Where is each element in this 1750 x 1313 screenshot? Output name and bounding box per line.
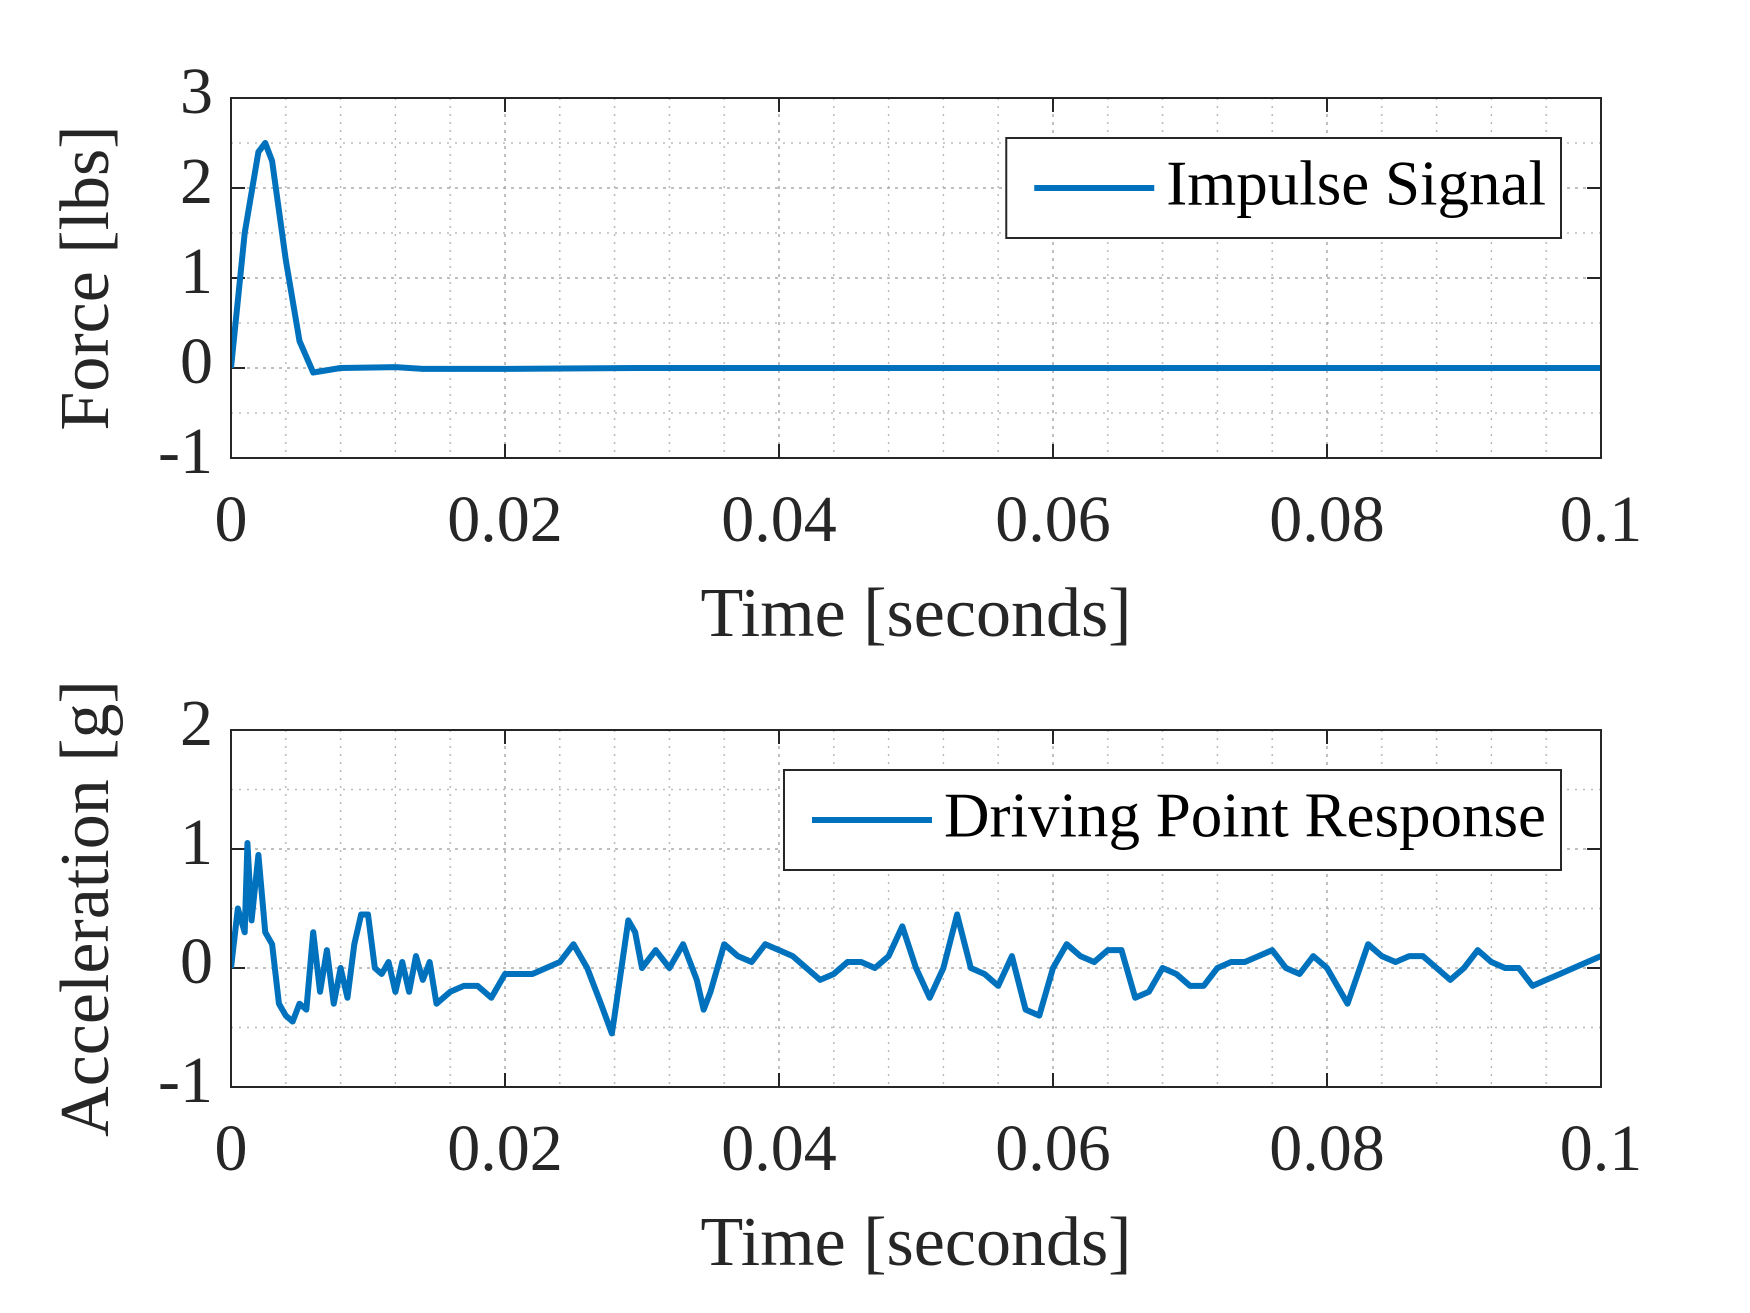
x-tick-label: 0.04 [721,1112,837,1185]
y-tick-label: 2 [180,687,213,760]
y-axis-label: Acceleration [g] [47,680,124,1137]
data-line [231,140,1601,376]
x-tick-label: 0.08 [1269,1112,1385,1185]
y-tick-label: -1 [158,415,213,488]
x-tick-label: 0.02 [447,483,563,556]
x-tick-label: 0.1 [1560,483,1643,556]
y-tick-label: 2 [180,145,213,218]
axes-box [230,729,1602,1088]
y-tick-label: -1 [158,1044,213,1117]
x-tick-label: 0.02 [447,1112,563,1185]
y-tick-label: 0 [180,925,213,998]
x-tick-label: 0 [215,483,248,556]
x-tick-label: 0.06 [995,1112,1111,1185]
legend-label: Driving Point Response [944,780,1546,850]
x-axis-label: Time [seconds] [700,575,1131,652]
x-tick-label: 0 [215,1112,248,1185]
legend-box [1005,137,1562,239]
y-tick-label: 1 [180,806,213,879]
axes-box [230,97,1602,459]
x-tick-label: 0.04 [721,483,837,556]
legend: Driving Point Response [782,769,1562,871]
y-tick-label: 3 [180,55,213,128]
x-tick-label: 0.08 [1269,483,1385,556]
x-axis-label: Time [seconds] [700,1204,1131,1281]
y-axis-label: Force [lbs] [47,125,124,430]
legend: Impulse Signal [1005,137,1562,239]
y-tick-label: 1 [180,235,213,308]
legend-label: Impulse Signal [1166,148,1546,218]
y-tick-label: 0 [180,325,213,398]
x-tick-label: 0.1 [1560,1112,1643,1185]
x-tick-label: 0.06 [995,483,1111,556]
data-line [231,840,1601,1037]
